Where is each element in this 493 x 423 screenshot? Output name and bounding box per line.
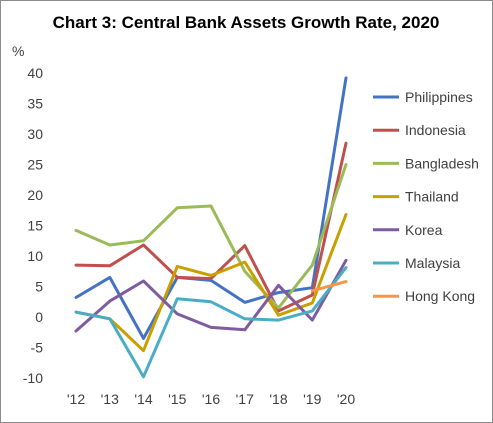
chart-title: Chart 3: Central Bank Assets Growth Rate… [53, 13, 440, 32]
x-tick-label: '19 [303, 391, 321, 407]
y-tick-label: 5 [35, 279, 43, 295]
legend-label: Indonesia [405, 122, 466, 138]
x-tick-label: '13 [101, 391, 119, 407]
series-line-indonesia [74, 141, 348, 313]
y-tick-label: 20 [27, 187, 43, 203]
legend-item: Korea [373, 222, 443, 238]
legend-item: Bangladesh [373, 155, 479, 171]
y-tick-label: -10 [23, 370, 43, 386]
y-tick-label: 25 [27, 157, 43, 173]
x-tick-label: '20 [337, 391, 355, 407]
y-tick-label: 15 [27, 218, 43, 234]
x-tick-label: '18 [269, 391, 287, 407]
x-tick-label: '16 [202, 391, 220, 407]
series-line-korea [74, 258, 348, 333]
y-tick-label: 40 [27, 65, 43, 81]
x-tick-label: '14 [134, 391, 152, 407]
legend-label: Thailand [405, 189, 459, 205]
series-line-hong-kong [310, 280, 348, 293]
legend-item: Indonesia [373, 122, 466, 138]
x-tick-label: '15 [168, 391, 186, 407]
x-axis: '12 '13 '14 '15 '16 '17 '18 '19 '20 [67, 391, 355, 407]
y-tick-label: -5 [31, 340, 44, 356]
legend-item: Thailand [373, 189, 459, 205]
series-line-philippines [74, 76, 348, 340]
y-tick-label: 0 [35, 309, 43, 325]
legend: Philippines Indonesia Bangladesh Thailand Ko… [373, 89, 479, 304]
legend-label: Philippines [405, 89, 473, 105]
y-axis-unit: % [12, 43, 24, 59]
y-tick-label: 30 [27, 126, 43, 142]
x-tick-label: '17 [236, 391, 254, 407]
series-lines [74, 76, 348, 379]
legend-label: Bangladesh [405, 155, 479, 171]
legend-item: Malaysia [373, 255, 460, 271]
legend-label: Korea [405, 222, 443, 238]
legend-item: Hong Kong [373, 288, 475, 304]
y-tick-label: 35 [27, 96, 43, 112]
series-line-bangladesh [74, 163, 348, 310]
x-tick-label: '12 [67, 391, 85, 407]
y-tick-label: 10 [27, 248, 43, 264]
series-line-malaysia [74, 266, 348, 379]
y-axis: -10 -5 0 5 10 15 20 25 30 35 40 [23, 65, 43, 386]
legend-item: Philippines [373, 89, 473, 105]
legend-label: Hong Kong [405, 288, 475, 304]
legend-label: Malaysia [405, 255, 460, 271]
